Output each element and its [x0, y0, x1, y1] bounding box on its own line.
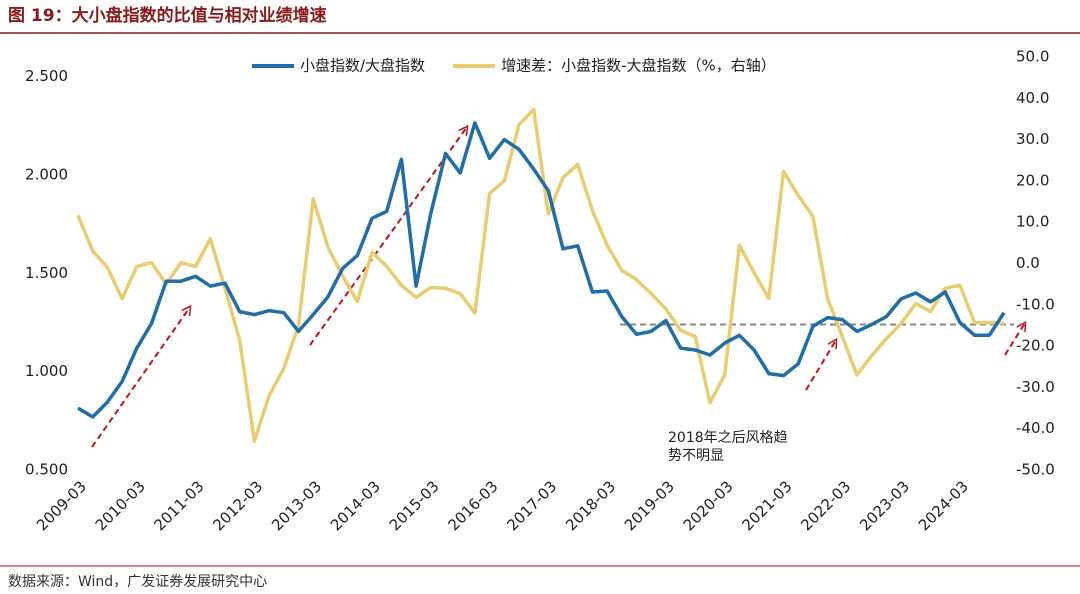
x-tick-label: 2021-03: [738, 477, 795, 534]
y2-tick-label: -10.0: [1016, 295, 1055, 313]
y2-tick-label: -50.0: [1016, 461, 1055, 479]
x-tick-label: 2012-03: [209, 477, 266, 534]
y2-tick-label: 40.0: [1016, 89, 1049, 107]
y-tick-label: 2.000: [25, 166, 68, 184]
x-tick-label: 2017-03: [503, 477, 560, 534]
y2-tick-label: 20.0: [1016, 171, 1049, 189]
x-tick-label: 2018-03: [562, 477, 619, 534]
arrow: [1004, 323, 1025, 356]
source: 数据来源：Wind，广发证券发展研究中心: [8, 574, 267, 590]
x-tick-label: 2023-03: [856, 477, 913, 534]
y2-tick-label: 50.0: [1016, 48, 1049, 66]
arrow: [309, 127, 467, 346]
x-tick-label: 2009-03: [33, 477, 90, 534]
series-line: [77, 121, 1006, 419]
x-tick-label: 2024-03: [915, 477, 972, 534]
trend-arrows: [91, 127, 1025, 448]
y-tick-label: 1.500: [25, 264, 68, 282]
y2-tick-label: 10.0: [1016, 213, 1049, 231]
x-tick-label: 2016-03: [445, 477, 502, 534]
arrow: [91, 307, 190, 448]
x-tick-label: 2013-03: [268, 477, 325, 534]
x-tick-label: 2019-03: [621, 477, 678, 534]
arrow: [805, 340, 836, 391]
x-tick-label: 2022-03: [797, 477, 854, 534]
y2-tick-label: 0.0: [1016, 254, 1040, 272]
y2-tick-label: 30.0: [1016, 130, 1049, 148]
x-tick-label: 2010-03: [92, 477, 149, 534]
y2-tick-label: -30.0: [1016, 378, 1055, 396]
page-title: 图 19：大小盘指数的比值与相对业绩增速: [8, 5, 327, 26]
series-line: [76, 107, 1005, 443]
y2-tick-label: -40.0: [1016, 419, 1055, 437]
legend-label: 增速差：小盘指数-大盘指数（%，右轴）: [501, 57, 776, 75]
y-tick-label: 2.500: [25, 67, 68, 85]
y-tick-label: 1.000: [25, 362, 68, 380]
x-tick-label: 2020-03: [680, 477, 737, 534]
y2-tick-label: -20.0: [1016, 337, 1055, 355]
y-tick-label: 0.500: [25, 461, 68, 479]
x-tick-label: 2014-03: [327, 477, 384, 534]
annotation: 势不明显: [668, 448, 724, 464]
x-tick-label: 2015-03: [386, 477, 443, 534]
legend-label: 小盘指数/大盘指数: [300, 57, 425, 75]
annotation: 2018年之后风格趋: [668, 430, 788, 446]
x-tick-label: 2011-03: [151, 477, 208, 534]
